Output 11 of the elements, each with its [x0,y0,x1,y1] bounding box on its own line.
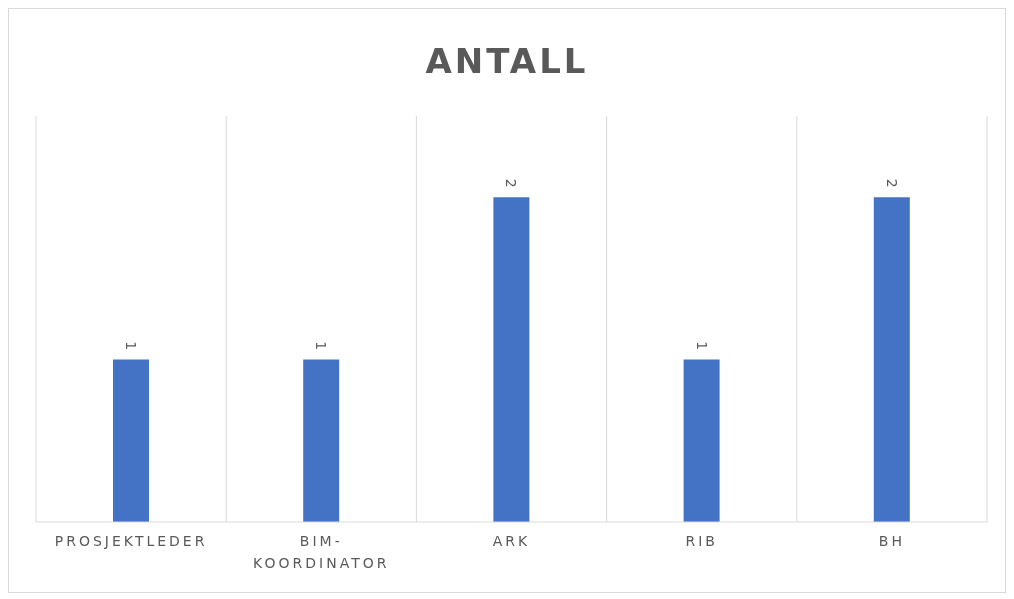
data-label: 1 [313,341,330,351]
x-tick-label: BH [878,533,905,549]
data-label: 2 [883,178,900,188]
x-tick-label: RIB [685,533,718,549]
data-label: 1 [123,341,139,351]
x-tick-label: PROSJEKTLEDER [54,533,208,549]
x-tick-label: ARK [492,533,531,549]
chart-title: ANTALL [424,41,590,81]
x-tick-label: BIM-KOORDINATOR [253,533,390,571]
data-label: 1 [693,341,710,351]
data-label: 2 [503,178,520,188]
